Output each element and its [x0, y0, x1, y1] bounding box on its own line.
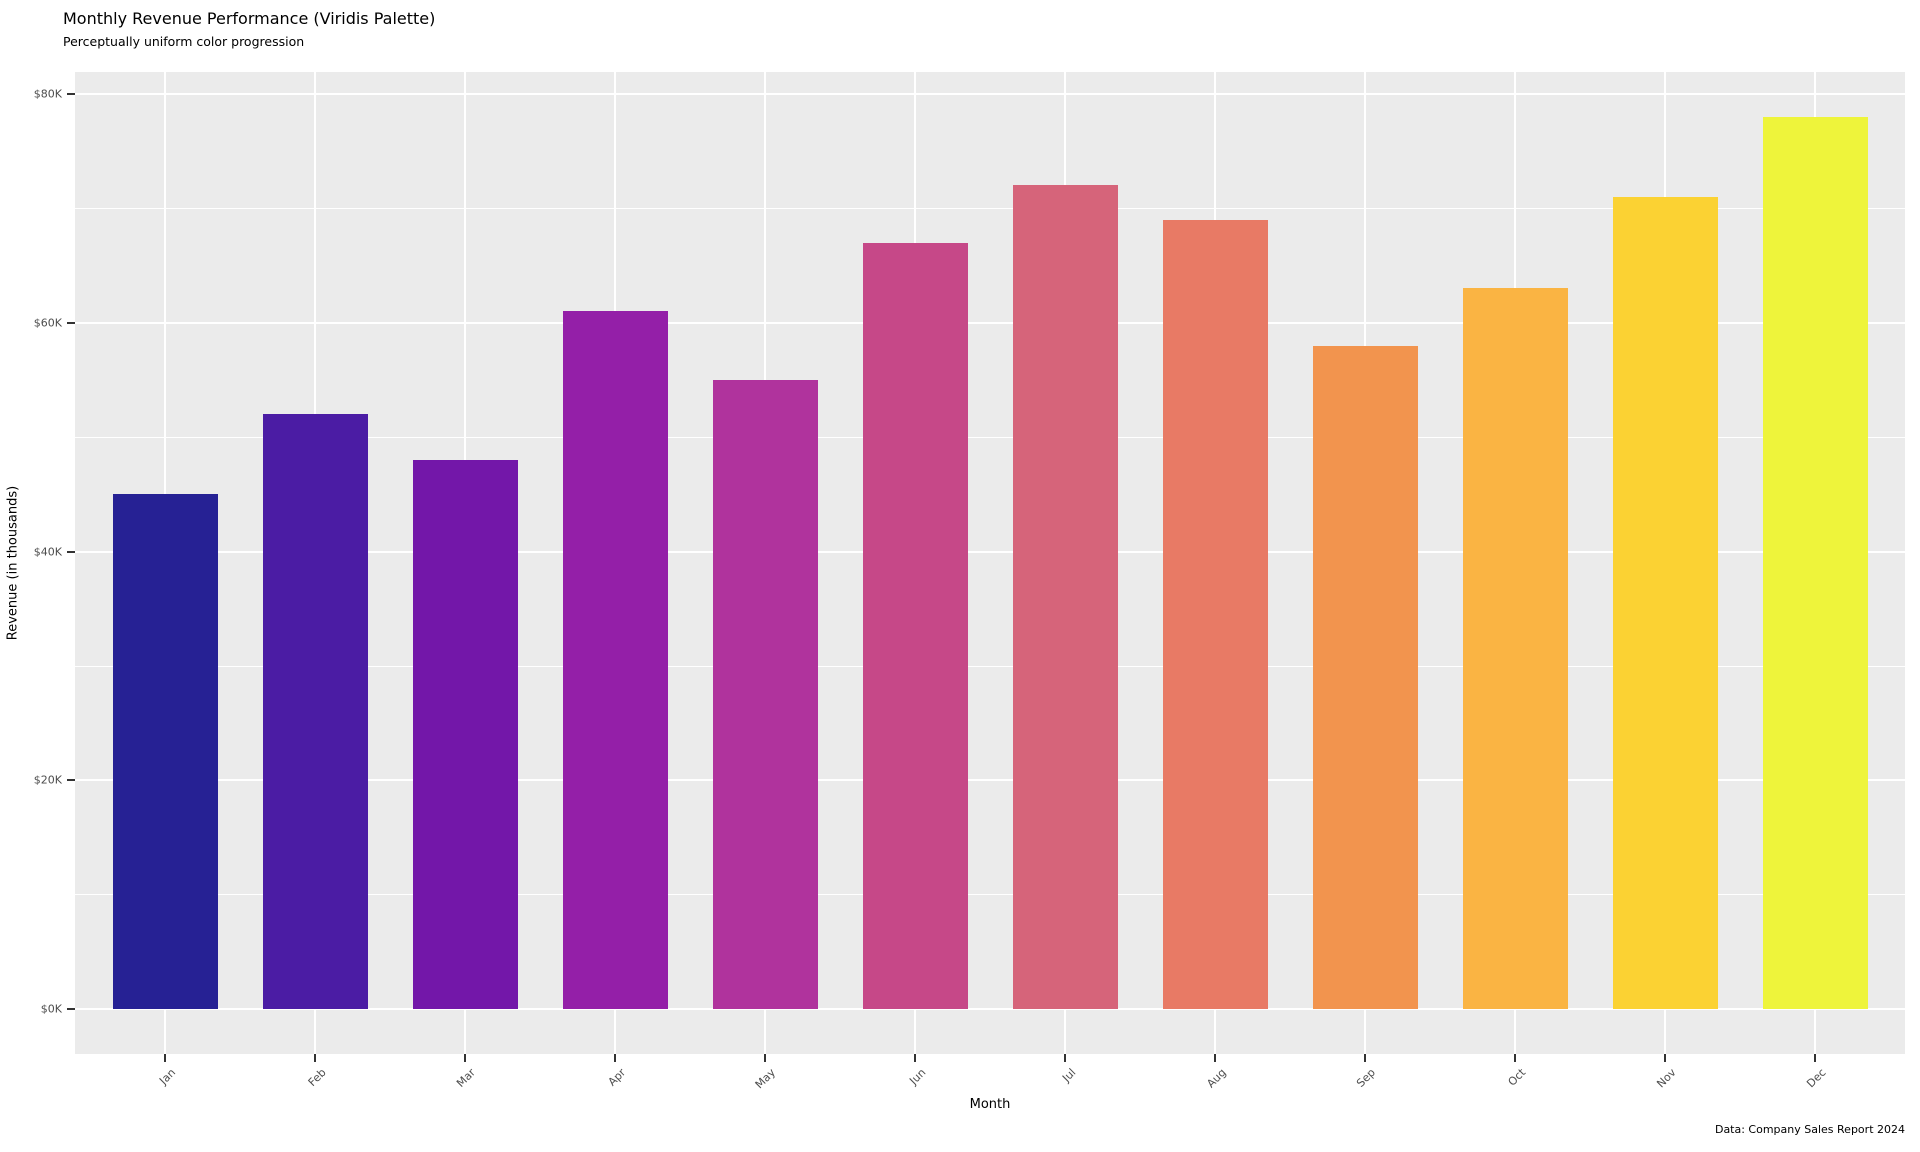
y-tick-mark: [67, 550, 75, 553]
bar-mar: [412, 459, 518, 1010]
x-tick-label: Sep: [1354, 1066, 1379, 1090]
x-tick-mark: [1364, 1054, 1366, 1062]
x-tick-mark: [314, 1054, 316, 1062]
x-tick-label: Oct: [1505, 1066, 1529, 1089]
x-tick-mark: [1814, 1054, 1816, 1062]
y-axis-title: Revenue (in thousands): [5, 485, 21, 641]
x-tick-mark: [164, 1054, 166, 1062]
chart-caption: Data: Company Sales Report 2024: [1714, 1123, 1905, 1136]
bar-feb: [262, 414, 368, 1010]
x-tick-label: Nov: [1653, 1066, 1679, 1091]
y-tick-label: $0K: [40, 1002, 62, 1016]
gridline-major-horizontal: [75, 1008, 1905, 1011]
plot-panel: [75, 72, 1905, 1054]
bar-jul: [1012, 185, 1118, 1010]
bar-sep: [1312, 345, 1418, 1010]
x-tick-mark: [764, 1054, 766, 1062]
gridline-minor-horizontal: [75, 665, 1905, 667]
chart-title: Monthly Revenue Performance (Viridis Pal…: [63, 9, 436, 28]
y-tick-label: $20K: [33, 773, 62, 787]
bar-aug: [1162, 219, 1268, 1010]
x-tick-mark: [1064, 1054, 1066, 1062]
bar-jun: [862, 242, 968, 1010]
x-axis-title: Month: [969, 1097, 1011, 1112]
x-tick-label: Mar: [454, 1066, 479, 1090]
y-tick-mark: [67, 1008, 75, 1011]
bar-nov: [1612, 196, 1718, 1010]
y-tick-mark: [67, 321, 75, 324]
gridline-major-horizontal: [75, 550, 1905, 553]
x-tick-mark: [1214, 1054, 1216, 1062]
y-tick-label: $60K: [33, 316, 62, 330]
x-tick-mark: [1514, 1054, 1516, 1062]
chart-subtitle: Perceptually uniform color progression: [63, 34, 305, 49]
x-tick-mark: [614, 1054, 616, 1062]
bar-apr: [562, 311, 668, 1010]
gridline-minor-horizontal: [75, 436, 1905, 438]
bar-may: [712, 379, 818, 1010]
bar-jan: [112, 494, 218, 1010]
y-tick-label: $40K: [33, 545, 62, 559]
gridline-major-horizontal: [75, 321, 1905, 324]
bar-dec: [1762, 116, 1868, 1010]
x-tick-label: Jan: [157, 1066, 179, 1088]
gridline-minor-horizontal: [75, 894, 1905, 896]
x-tick-mark: [464, 1054, 466, 1062]
x-tick-label: Apr: [605, 1066, 629, 1089]
y-tick-label: $80K: [33, 87, 62, 101]
x-tick-label: Aug: [1203, 1066, 1229, 1091]
x-tick-label: Feb: [305, 1066, 329, 1089]
x-tick-label: Jul: [1059, 1066, 1079, 1085]
x-tick-label: May: [752, 1066, 779, 1092]
y-tick-mark: [67, 92, 75, 95]
gridline-minor-horizontal: [75, 207, 1905, 209]
y-tick-mark: [67, 779, 75, 782]
gridline-major-horizontal: [75, 779, 1905, 782]
bar-oct: [1462, 288, 1568, 1010]
x-tick-mark: [1664, 1054, 1666, 1062]
x-tick-label: Jun: [906, 1066, 929, 1088]
x-tick-mark: [914, 1054, 916, 1062]
x-tick-label: Dec: [1803, 1066, 1829, 1091]
gridline-major-horizontal: [75, 92, 1905, 95]
